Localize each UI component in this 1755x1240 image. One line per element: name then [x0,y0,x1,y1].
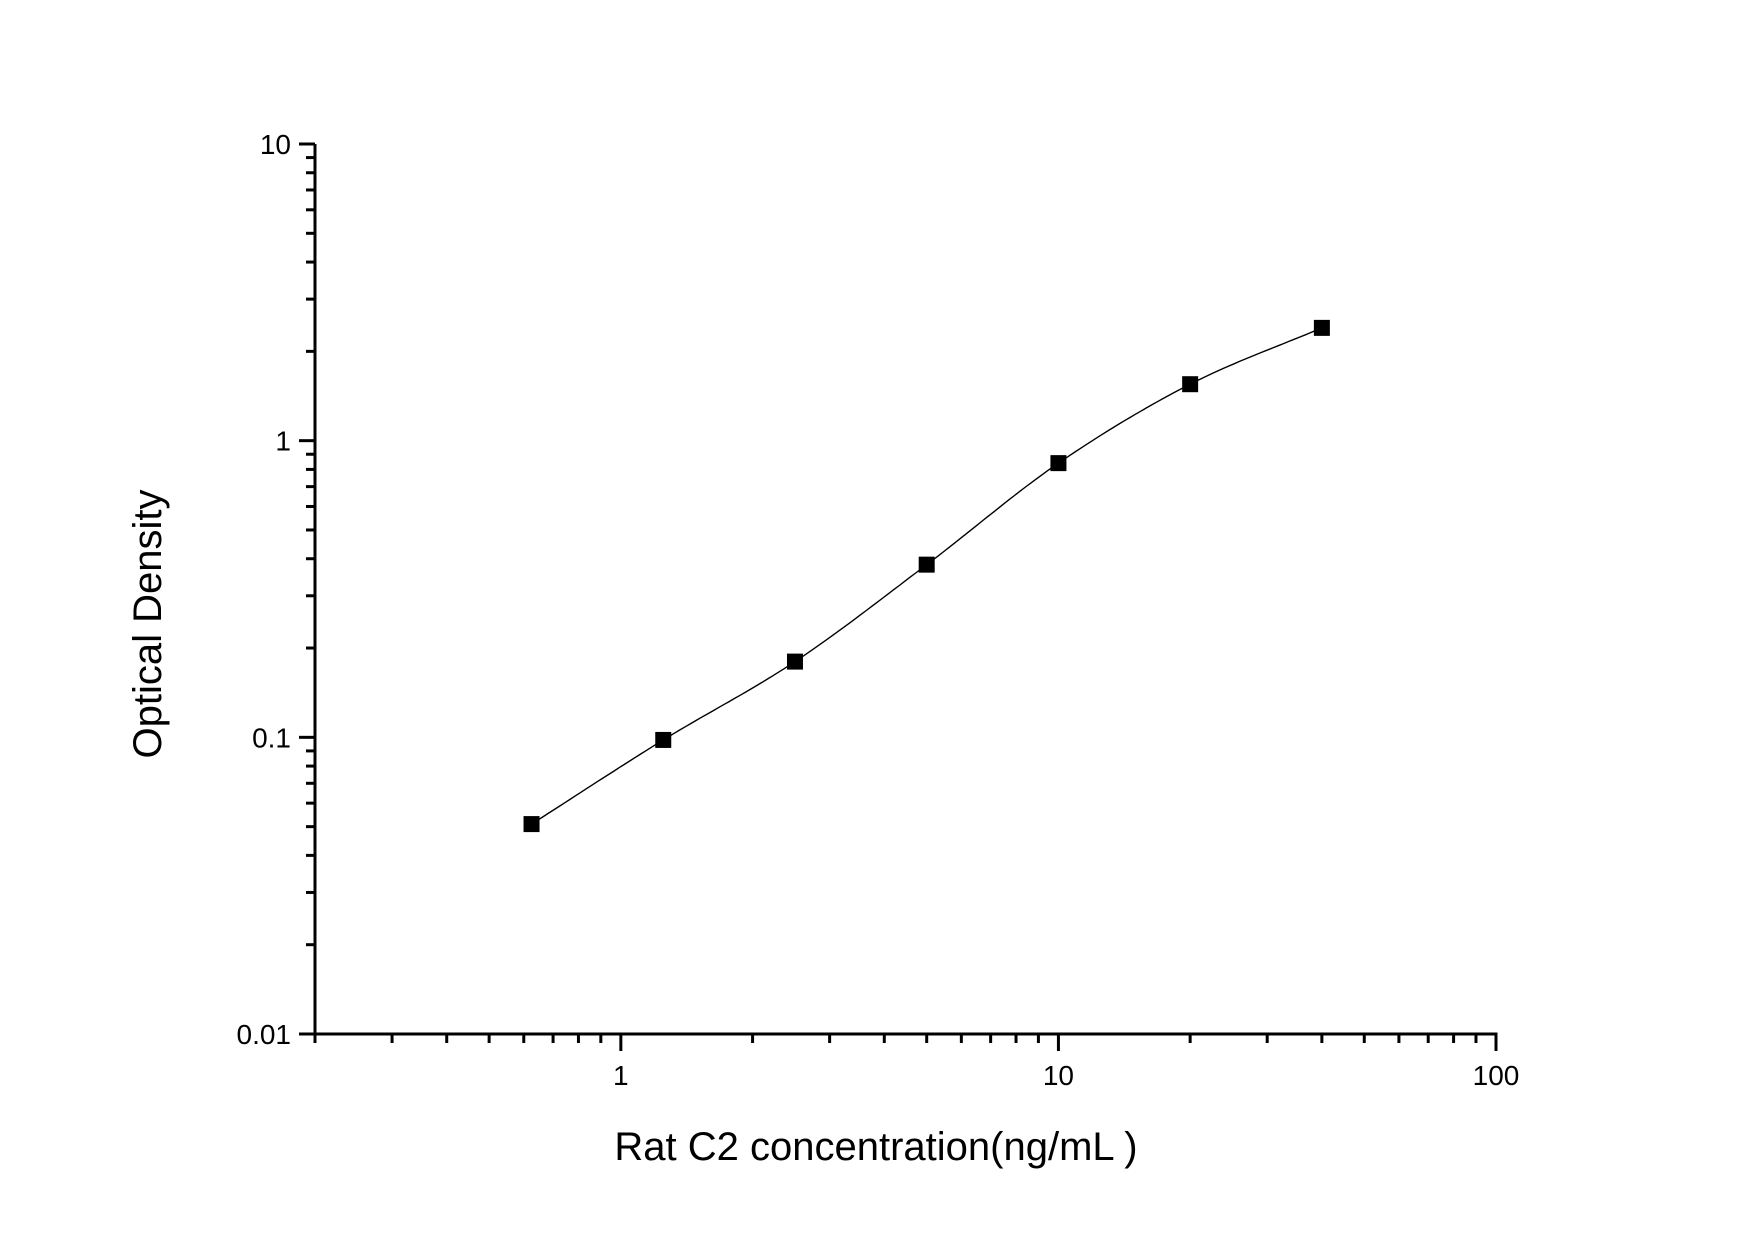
y-tick-label: 10 [260,129,291,160]
x-tick-label: 10 [1043,1060,1074,1091]
y-tick-label: 0.1 [252,722,291,753]
y-tick-label: 0.01 [237,1019,292,1050]
data-point-marker [655,731,672,748]
x-axis-label: Rat C2 concentration(ng/mL ) [614,1125,1137,1169]
data-point-marker [523,816,540,833]
y-tick-labels: 0.01 0.1 1 10 [237,129,292,1050]
data-point-marker [1313,319,1330,336]
data-point-markers [523,319,1330,833]
x-tick-label: 1 [613,1060,629,1091]
data-point-marker [918,556,935,573]
data-point-marker [786,653,803,670]
y-tick-label: 1 [275,426,291,457]
x-tick-label: 100 [1473,1060,1520,1091]
data-point-marker [1050,455,1067,472]
data-point-marker [1182,376,1199,393]
y-axis-label: Optical Density [126,490,170,759]
x-tick-labels: 1 10 100 [613,1060,1519,1091]
major-ticks [299,142,1498,1051]
